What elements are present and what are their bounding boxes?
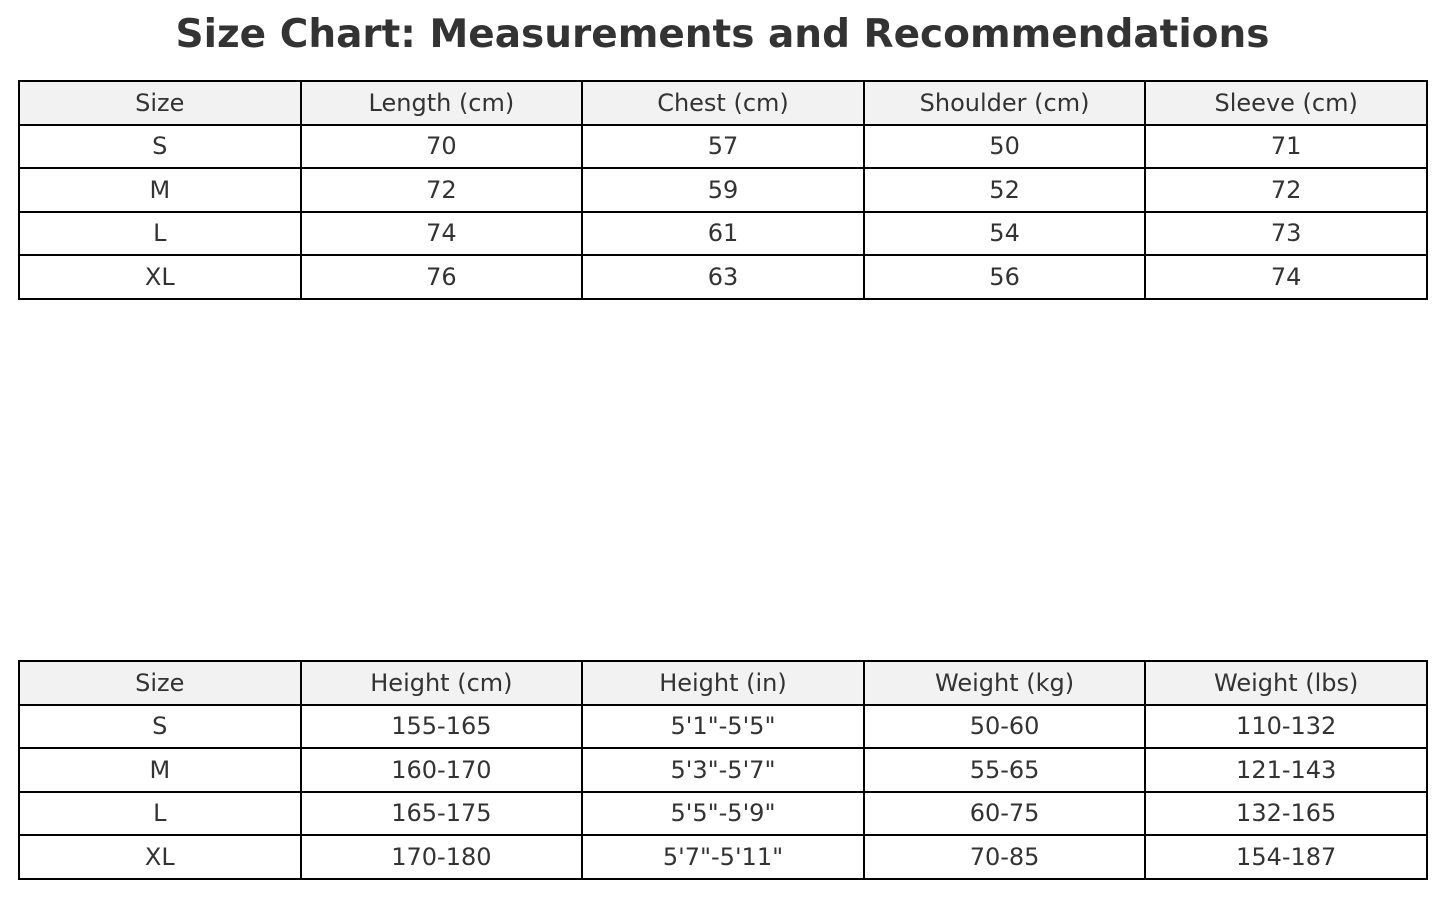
column-header: Chest (cm) (581, 80, 865, 126)
table-cell: 154-187 (1144, 834, 1428, 880)
table-cell: 5'5"-5'9" (581, 790, 865, 836)
table-cell: 132-165 (1144, 790, 1428, 836)
header-row: Size Height (cm) Height (in) Weight (kg) Wei… (18, 660, 1428, 706)
table-cell: M (18, 747, 302, 793)
table-cell: 56 (862, 254, 1147, 300)
table-cell: 70-85 (862, 834, 1147, 880)
table-row: L 74 61 54 73 (18, 210, 1428, 256)
table-cell: S (18, 123, 302, 169)
table-cell: S (18, 703, 302, 749)
table-cell: 72 (1144, 167, 1428, 213)
column-header: Height (cm) (299, 660, 584, 706)
table-cell: L (18, 790, 302, 836)
chart-title: Size Chart: Measurements and Recommendat… (175, 12, 1270, 57)
table-cell: 5'7"-5'11" (581, 834, 865, 880)
table-cell: 110-132 (1144, 703, 1428, 749)
table-cell: XL (18, 254, 302, 300)
table-cell: 52 (862, 167, 1147, 213)
column-header: Shoulder (cm) (862, 80, 1147, 126)
table-cell: 5'1"-5'5" (581, 703, 865, 749)
table-row: S 70 57 50 71 (18, 123, 1428, 169)
table-row: L 165-175 5'5"-5'9" 60-75 132-165 (18, 790, 1428, 836)
table-cell: 59 (581, 167, 865, 213)
table-cell: 57 (581, 123, 865, 169)
table-row: XL 170-180 5'7"-5'11" 70-85 154-187 (18, 834, 1428, 880)
table-cell: 72 (299, 167, 584, 213)
table-cell: 55-65 (862, 747, 1147, 793)
table-cell: 60-75 (862, 790, 1147, 836)
table-cell: 121-143 (1144, 747, 1428, 793)
table-cell: L (18, 210, 302, 256)
table-row: XL 76 63 56 74 (18, 254, 1428, 300)
table-cell: 160-170 (299, 747, 584, 793)
table-cell: 61 (581, 210, 865, 256)
column-header: Length (cm) (299, 80, 584, 126)
table-cell: 73 (1144, 210, 1428, 256)
recommendations-table: Size Height (cm) Height (in) Weight (kg) Wei… (18, 660, 1428, 880)
table-cell: 71 (1144, 123, 1428, 169)
table-cell: 50 (862, 123, 1147, 169)
column-header: Size (18, 80, 302, 126)
measurements-table: Size Length (cm) Chest (cm) Shoulder (cm) Sl… (18, 80, 1428, 300)
table-cell: 165-175 (299, 790, 584, 836)
column-header: Height (in) (581, 660, 865, 706)
table-cell: 76 (299, 254, 584, 300)
table-cell: 5'3"-5'7" (581, 747, 865, 793)
table-cell: 50-60 (862, 703, 1147, 749)
table-cell: 63 (581, 254, 865, 300)
table-cell: 54 (862, 210, 1147, 256)
table-cell: M (18, 167, 302, 213)
column-header: Weight (kg) (862, 660, 1147, 706)
table-cell: 70 (299, 123, 584, 169)
column-header: Size (18, 660, 302, 706)
table-cell: 74 (1144, 254, 1428, 300)
table-row: M 160-170 5'3"-5'7" 55-65 121-143 (18, 747, 1428, 793)
table-cell: 74 (299, 210, 584, 256)
header-row: Size Length (cm) Chest (cm) Shoulder (cm) Sl… (18, 80, 1428, 126)
table-cell: 170-180 (299, 834, 584, 880)
column-header: Weight (lbs) (1144, 660, 1428, 706)
table-cell: 155-165 (299, 703, 584, 749)
table-row: M 72 59 52 72 (18, 167, 1428, 213)
column-header: Sleeve (cm) (1144, 80, 1428, 126)
table-cell: XL (18, 834, 302, 880)
table-row: S 155-165 5'1"-5'5" 50-60 110-132 (18, 703, 1428, 749)
